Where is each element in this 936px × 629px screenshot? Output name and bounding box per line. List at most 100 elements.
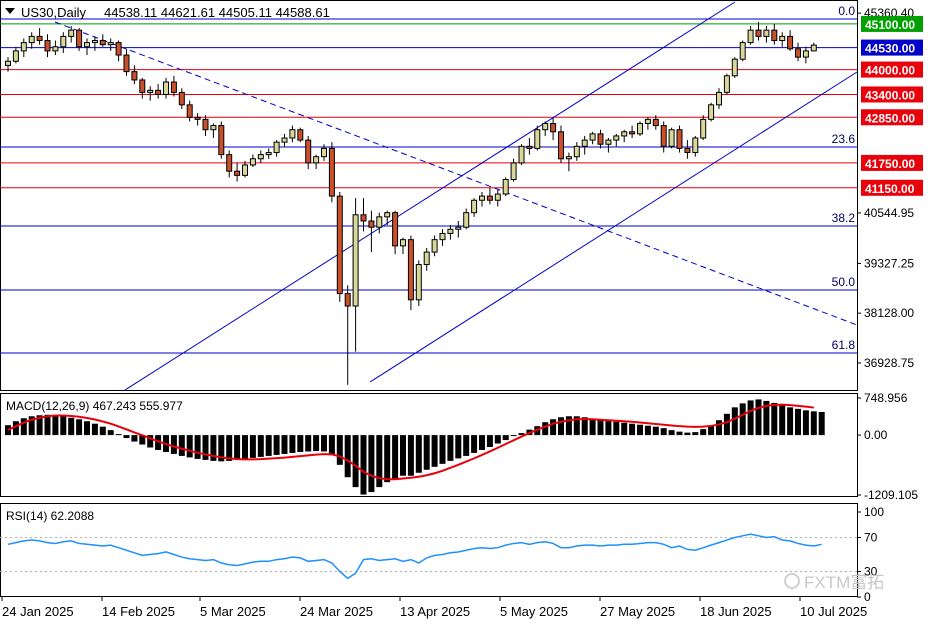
candle-body bbox=[407, 239, 414, 301]
candle-body bbox=[542, 122, 549, 131]
macd-histogram-bar bbox=[716, 420, 722, 436]
ohlc-readout: 44538.11 44621.61 44505.11 44588.61 bbox=[104, 5, 330, 20]
candle bbox=[479, 191, 485, 207]
candle-body bbox=[76, 29, 83, 48]
candle-body bbox=[249, 158, 256, 166]
price-tick-label: 39327.25 bbox=[864, 256, 914, 270]
macd-histogram-bar bbox=[676, 431, 683, 436]
candle-body bbox=[463, 212, 470, 228]
candle-body bbox=[692, 137, 699, 154]
candle-body bbox=[660, 125, 667, 147]
candle-body bbox=[376, 216, 383, 228]
candle-body bbox=[502, 179, 509, 195]
candle-body bbox=[700, 118, 707, 139]
macd-histogram-bar bbox=[700, 429, 707, 436]
candle-body bbox=[771, 29, 778, 42]
macd-histogram-bar bbox=[550, 419, 557, 436]
candle bbox=[455, 220, 462, 238]
macd-histogram-bar bbox=[463, 435, 470, 456]
candle-body bbox=[597, 133, 604, 145]
macd-histogram-bar bbox=[407, 435, 414, 476]
rsi-tick-label: 0 bbox=[864, 590, 871, 604]
candle-body bbox=[321, 147, 327, 158]
candle bbox=[76, 28, 83, 51]
price-level-tag bbox=[861, 86, 923, 103]
candle-body bbox=[281, 137, 288, 143]
candle-body bbox=[131, 71, 138, 81]
date-tick-label: 24 Jan 2025 bbox=[2, 604, 74, 619]
macd-histogram-bar bbox=[352, 435, 359, 488]
candle-body bbox=[20, 42, 27, 52]
macd-histogram-bar bbox=[605, 420, 612, 436]
macd-histogram-bar bbox=[336, 435, 343, 465]
macd-histogram-bar bbox=[494, 435, 501, 444]
candle bbox=[692, 135, 699, 157]
macd-histogram-bar bbox=[723, 413, 730, 436]
candle bbox=[684, 140, 691, 159]
candle-body bbox=[52, 46, 59, 52]
candle-body bbox=[629, 131, 636, 135]
candle bbox=[581, 135, 588, 155]
candle-body bbox=[589, 133, 596, 141]
candle bbox=[84, 38, 90, 56]
macd-histogram-bar bbox=[147, 435, 154, 448]
candle bbox=[131, 65, 138, 85]
macd-histogram-bar bbox=[234, 435, 241, 460]
macd-histogram-bar bbox=[360, 435, 367, 495]
price-level-tag bbox=[861, 179, 923, 196]
date-tick-label: 13 Apr 2025 bbox=[400, 604, 470, 619]
macd-histogram-bar bbox=[486, 435, 493, 447]
candle bbox=[605, 138, 612, 153]
candle bbox=[305, 135, 312, 170]
candle-body bbox=[186, 104, 193, 118]
candle-body bbox=[368, 220, 375, 228]
macd-tick-label: 748.956 bbox=[864, 391, 908, 405]
candle bbox=[376, 212, 383, 234]
macd-histogram-bar bbox=[273, 435, 280, 455]
candle bbox=[123, 48, 130, 76]
candle-body bbox=[289, 129, 296, 139]
candle bbox=[178, 88, 185, 109]
rsi-line bbox=[7, 533, 822, 580]
candle bbox=[795, 42, 801, 62]
candle-body bbox=[431, 239, 438, 253]
macd-title: MACD(12,26,9) 467.243 555.977 bbox=[6, 399, 183, 413]
candle bbox=[360, 198, 367, 232]
macd-histogram-bar bbox=[802, 410, 809, 436]
candle bbox=[810, 42, 817, 52]
dropdown-triangle-icon[interactable] bbox=[5, 8, 15, 14]
macd-histogram-bar bbox=[99, 426, 106, 436]
price-level-tag bbox=[861, 154, 923, 171]
candle bbox=[423, 247, 430, 271]
rsi-title: RSI(14) 62.2088 bbox=[6, 509, 94, 523]
price-level-tag-text: 44000.00 bbox=[865, 64, 915, 78]
candle bbox=[289, 125, 296, 143]
macd-pane bbox=[0, 393, 858, 497]
candle bbox=[115, 40, 122, 62]
candle-body bbox=[178, 91, 185, 106]
candle bbox=[297, 127, 304, 143]
macd-histogram-bar bbox=[447, 435, 454, 461]
macd-histogram-bar bbox=[684, 432, 691, 436]
macd-histogram-bar bbox=[613, 421, 620, 436]
candle bbox=[257, 150, 264, 163]
macd-histogram-bar bbox=[155, 435, 162, 450]
macd-histogram-bar bbox=[376, 435, 383, 488]
candle-body bbox=[415, 264, 422, 301]
macd-histogram-bar bbox=[36, 415, 43, 436]
candle-body bbox=[36, 35, 43, 42]
candle-body bbox=[652, 118, 659, 127]
candle bbox=[739, 40, 746, 62]
candle-body bbox=[60, 35, 67, 48]
candle-body bbox=[155, 89, 162, 95]
candle bbox=[731, 57, 738, 78]
price-tick-label: 36928.75 bbox=[864, 356, 914, 370]
price-level-tag bbox=[861, 15, 923, 32]
macd-histogram-bar bbox=[423, 435, 430, 470]
macd-histogram-bar bbox=[170, 435, 177, 454]
macd-histogram-bar bbox=[747, 400, 754, 436]
macd-histogram-bar bbox=[431, 435, 438, 467]
macd-histogram-bar bbox=[597, 419, 604, 436]
macd-histogram-bar bbox=[771, 402, 778, 436]
candle-body bbox=[447, 228, 454, 234]
